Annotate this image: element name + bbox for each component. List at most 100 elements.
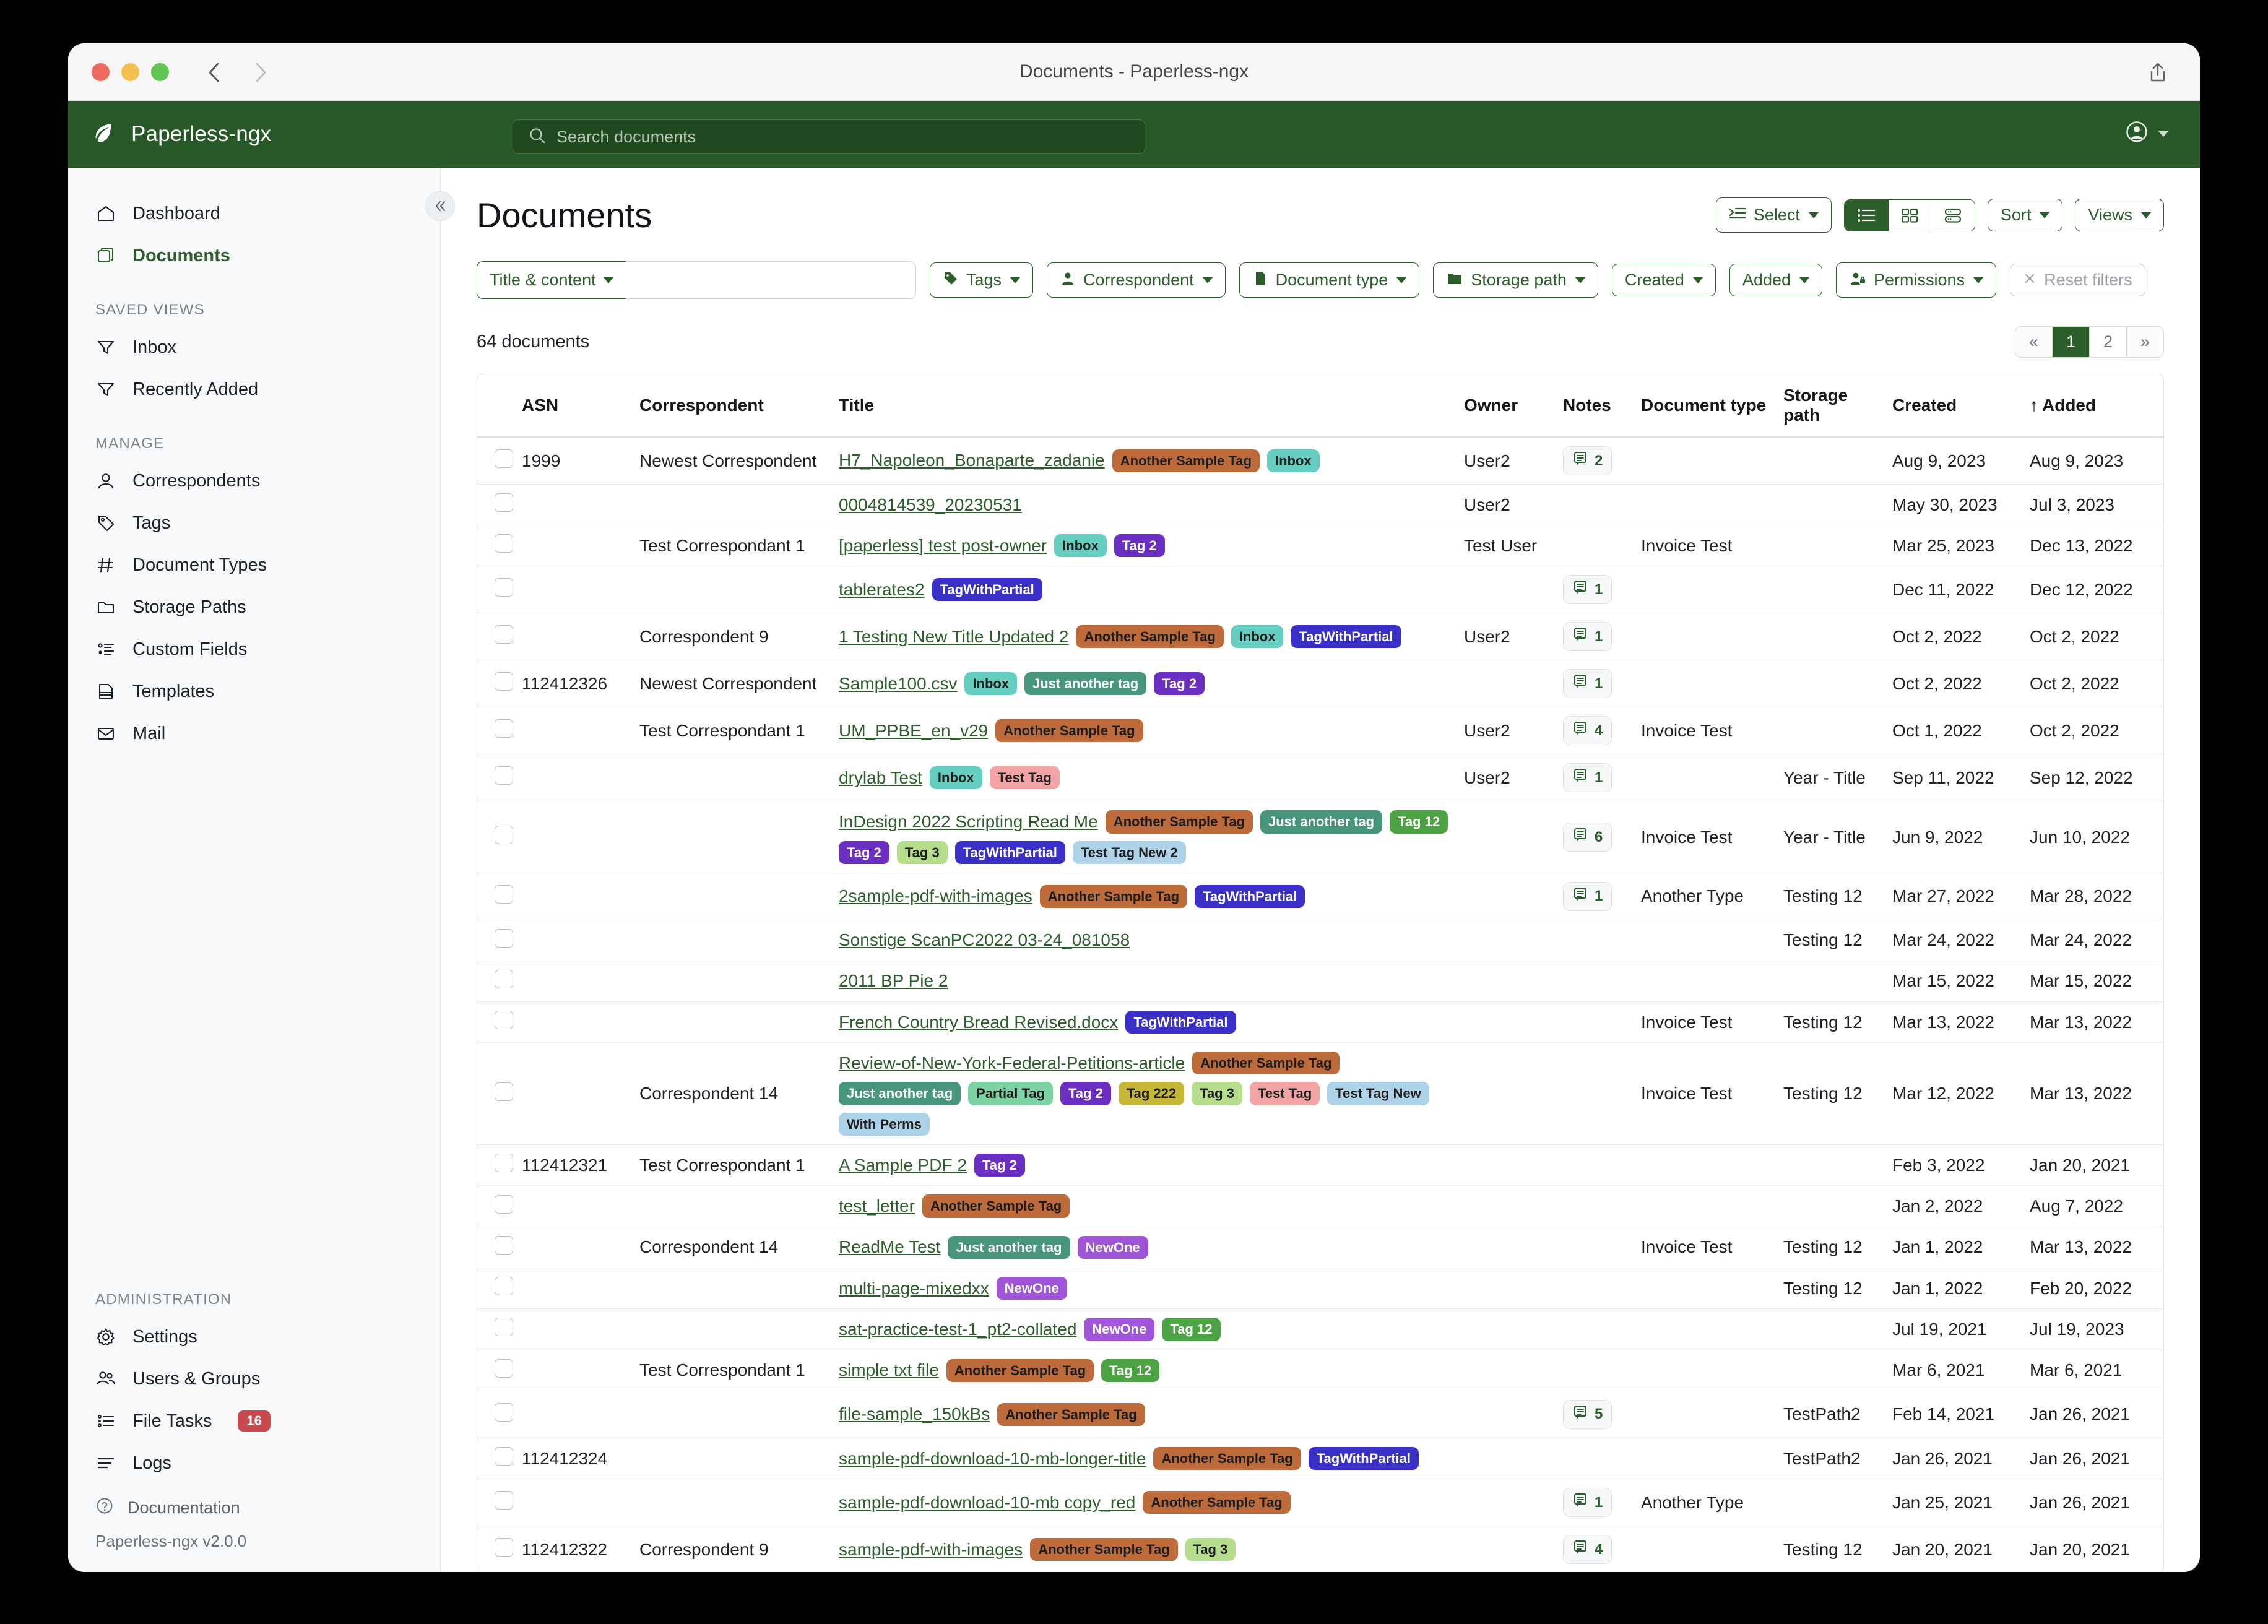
sidebar-item-file-tasks[interactable]: File Tasks 16	[68, 1400, 440, 1442]
document-title-link[interactable]: test_letter	[839, 1196, 915, 1216]
filter-tags-button[interactable]: Tags	[930, 262, 1034, 298]
tag-badge[interactable]: Tag 12	[1101, 1358, 1160, 1382]
views-button[interactable]: Views	[2075, 199, 2164, 231]
tag-badge[interactable]: Test Tag New	[1327, 1082, 1429, 1105]
notes-badge[interactable]: 4	[1563, 716, 1612, 746]
filter-added-button[interactable]: Added	[1729, 264, 1823, 296]
row-checkbox[interactable]	[477, 1526, 518, 1572]
row-checkbox[interactable]	[477, 1350, 518, 1391]
notes-badge[interactable]: 1	[1563, 575, 1612, 605]
tag-badge[interactable]: Another Sample Tag	[995, 719, 1143, 743]
table-row[interactable]: 112412324 sample-pdf-download-10-mb-longe…	[477, 1438, 2163, 1480]
row-checkbox[interactable]	[477, 707, 518, 755]
notes-badge[interactable]: 6	[1563, 823, 1612, 852]
column-added[interactable]: ↑ Added	[2026, 374, 2163, 438]
document-title-link[interactable]: 1 Testing New Title Updated 2	[839, 626, 1069, 646]
tag-badge[interactable]: Another Sample Tag	[1039, 884, 1188, 909]
pagination-page-1[interactable]: 1	[2051, 327, 2089, 357]
row-checkbox[interactable]	[477, 1227, 518, 1268]
tag-badge[interactable]: TagWithPartial	[1125, 1010, 1236, 1034]
tag-badge[interactable]: TagWithPartial	[1291, 625, 1401, 649]
table-row[interactable]: 112412322 Correspondent 9 sample-pdf-with-…	[477, 1526, 2163, 1572]
brand[interactable]: Paperless-ngx	[90, 121, 387, 149]
document-title-link[interactable]: UM_PPBE_en_v29	[839, 720, 989, 740]
row-checkbox[interactable]	[477, 754, 518, 802]
tag-badge[interactable]: Another Sample Tag	[1192, 1052, 1340, 1075]
tag-badge[interactable]: Tag 12	[1162, 1318, 1221, 1341]
tag-badge[interactable]: Just another tag	[1024, 672, 1147, 696]
forward-arrow-icon[interactable]	[253, 59, 269, 84]
tag-badge[interactable]: Test Tag New 2	[1072, 840, 1186, 864]
tag-badge[interactable]: NewOne	[996, 1276, 1067, 1300]
document-title-link[interactable]: 2011 BP Pie 2	[839, 971, 948, 991]
tag-badge[interactable]: Another Sample Tag	[1105, 810, 1253, 834]
document-title-link[interactable]: InDesign 2022 Scripting Read Me	[839, 811, 1098, 831]
sidebar-item-inbox[interactable]: Inbox	[68, 326, 440, 368]
filter-permissions-button[interactable]: Permissions	[1836, 262, 1997, 298]
sidebar-item-logs[interactable]: Logs	[68, 1442, 440, 1484]
column-asn[interactable]: ASN	[518, 374, 636, 438]
document-title-link[interactable]: sample-pdf-download-10-mb-longer-title	[839, 1448, 1146, 1468]
select-button[interactable]: Select	[1715, 197, 1832, 233]
tag-badge[interactable]: Tag 2	[974, 1154, 1025, 1177]
row-checkbox[interactable]	[477, 1185, 518, 1227]
tag-badge[interactable]: Tag 3	[1192, 1082, 1242, 1105]
pagination-next[interactable]: »	[2126, 327, 2163, 357]
table-row[interactable]: Test Correspondant 1 UM_PPBE_en_v29 Anothe…	[477, 707, 2163, 755]
row-checkbox[interactable]	[477, 1479, 518, 1527]
table-row[interactable]: 0004814539_20230531 User2 May 30, 2023 Jul …	[477, 484, 2163, 525]
row-checkbox[interactable]	[477, 873, 518, 920]
reset-filters-button[interactable]: Reset filters	[2010, 264, 2145, 296]
column-title[interactable]: Title	[835, 374, 1460, 438]
sidebar-item-mail[interactable]: Mail	[68, 712, 440, 754]
table-row[interactable]: InDesign 2022 Scripting Read Me Another S…	[477, 801, 2163, 873]
sidebar-collapse-button[interactable]	[425, 191, 455, 221]
document-title-link[interactable]: [paperless] test post-owner	[839, 535, 1047, 555]
document-title-link[interactable]: Review-of-New-York-Federal-Petitions-art…	[839, 1053, 1185, 1073]
global-search-input[interactable]: Search documents	[513, 119, 1145, 154]
pagination-page-2[interactable]: 2	[2088, 327, 2126, 357]
document-title-link[interactable]: 2sample-pdf-with-images	[839, 886, 1032, 906]
sidebar-item-tags[interactable]: Tags	[68, 502, 440, 544]
document-title-link[interactable]: multi-page-mixedxx	[839, 1278, 989, 1298]
notes-badge[interactable]: 5	[1563, 1399, 1612, 1429]
tag-badge[interactable]: Another Sample Tag	[1153, 1446, 1301, 1471]
row-checkbox[interactable]	[477, 484, 518, 525]
tag-badge[interactable]: NewOne	[1084, 1318, 1155, 1341]
maximize-window-button[interactable]	[151, 63, 169, 81]
filter-created-button[interactable]: Created	[1611, 264, 1716, 296]
tag-badge[interactable]: Another Sample Tag	[1030, 1538, 1178, 1561]
document-title-link[interactable]: file-sample_150kBs	[839, 1404, 990, 1424]
tag-badge[interactable]: Another Sample Tag	[1076, 625, 1224, 649]
sidebar-item-dashboard[interactable]: Dashboard	[68, 192, 440, 235]
tag-badge[interactable]: Inbox	[1231, 625, 1284, 649]
view-mode-detail-button[interactable]	[1930, 199, 1975, 231]
document-title-link[interactable]: sample-pdf-with-images	[839, 1539, 1023, 1559]
tag-badge[interactable]: Tag 2	[1154, 672, 1205, 696]
document-title-link[interactable]: French Country Bread Revised.docx	[839, 1012, 1119, 1032]
column-document-type[interactable]: Document type	[1637, 374, 1780, 438]
pagination-prev[interactable]: «	[2015, 327, 2052, 357]
notes-badge[interactable]: 1	[1563, 669, 1612, 699]
table-row[interactable]: Correspondent 14 ReadMe Test Just another …	[477, 1227, 2163, 1268]
table-row[interactable]: test_letter Another Sample Tag Jan 2, 2022…	[477, 1185, 2163, 1227]
row-checkbox[interactable]	[477, 1438, 518, 1480]
tag-badge[interactable]: TagWithPartial	[1195, 884, 1305, 909]
row-checkbox[interactable]	[477, 1001, 518, 1043]
tag-badge[interactable]: Another Sample Tag	[997, 1402, 1145, 1426]
sidebar-item-documentation[interactable]: Documentation	[68, 1484, 440, 1523]
document-title-link[interactable]: drylab Test	[839, 767, 922, 787]
notes-badge[interactable]: 1	[1563, 763, 1612, 793]
row-checkbox[interactable]	[477, 961, 518, 1002]
sidebar-item-templates[interactable]: Templates	[68, 670, 440, 712]
document-title-link[interactable]: simple txt file	[839, 1360, 939, 1380]
column-select-all[interactable]	[477, 374, 518, 438]
tag-badge[interactable]: Test Tag	[989, 766, 1060, 790]
table-row[interactable]: French Country Bread Revised.docx TagWith…	[477, 1001, 2163, 1043]
document-title-link[interactable]: tablerates2	[839, 579, 925, 599]
notes-badge[interactable]: 1	[1563, 881, 1612, 911]
table-row[interactable]: Test Correspondant 1 [paperless] test pos…	[477, 525, 2163, 567]
sidebar-item-storage-paths[interactable]: Storage Paths	[68, 586, 440, 628]
column-owner[interactable]: Owner	[1460, 374, 1559, 438]
